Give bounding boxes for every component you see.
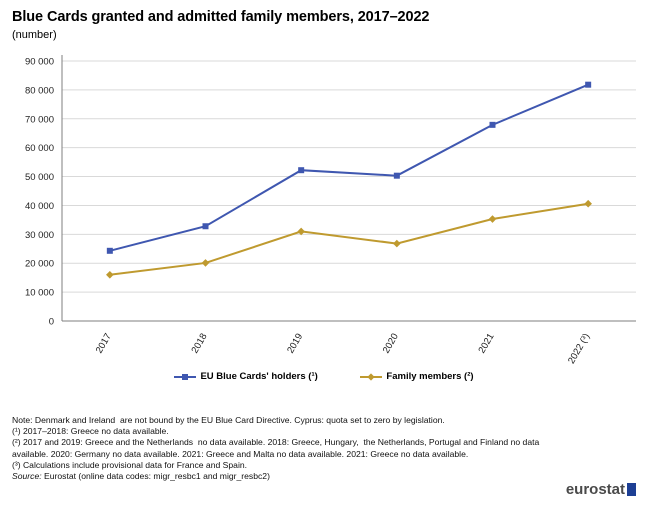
data-point-marker [201,259,210,267]
footnote-2: (²) 2017 and 2019: Greece and the Nether… [12,437,542,459]
y-tick-label: 30 000 [25,230,54,241]
x-tick-label: 2022 (³) [566,332,592,366]
x-tick-label: 2021 [477,332,497,356]
y-tick-label: 80 000 [25,85,54,96]
logo-text: eurostat [565,481,625,498]
y-tick-label: 50 000 [25,172,54,183]
data-point-marker [297,227,305,236]
footnote-1: (¹) 2017–2018: Greece no data available. [12,426,169,437]
y-tick-label: 40 000 [25,201,54,212]
legend-item-blue-cards: EU Blue Cards' holders (¹) [174,371,318,382]
logo-square-icon [627,483,636,496]
legend-item-family: Family members (²) [360,371,474,382]
x-tick-label: 2020 [381,332,401,356]
y-tick-label: 70 000 [25,114,54,125]
chart-subtitle: (number) [12,29,57,41]
y-tick-label: 0 [49,317,54,328]
source-label: Source: [12,471,42,482]
y-tick-label: 60 000 [25,143,54,154]
data-point-marker [393,172,400,179]
legend-swatch-blue-cards [174,372,197,382]
series-line-0 [109,83,589,252]
line-chart: 0 10 000 20 000 30 000 40 000 50 000 60 000 70 … [25,55,636,366]
data-point-marker [489,121,496,128]
legend-label-family: Family members (²) [386,371,474,382]
chart-legend: EU Blue Cards' holders (¹) Family member… [0,371,648,385]
data-point-marker [585,81,592,88]
eurostat-logo: eurostat [566,481,636,498]
source-line: Source: Eurostat (online data codes: mig… [12,471,572,482]
x-tick-label: 2017 [94,332,114,356]
x-tick-label: 2019 [285,332,305,356]
y-tick-label: 10 000 [25,288,54,299]
footnotes: Note: Denmark and Ireland are not bound … [12,415,572,482]
data-point-marker [488,215,497,223]
x-tick-label: 2018 [190,332,210,356]
y-tick-label: 20 000 [25,259,54,270]
note-text: Note: Denmark and Ireland are not bound … [12,415,445,425]
data-point-marker [106,270,114,279]
y-tick-label: 90 000 [25,57,54,68]
series-line-1 [109,202,589,276]
footnote-3: (³) Calculations include provisional dat… [12,459,248,470]
chart-title: Blue Cards granted and admitted family m… [12,9,430,25]
source-text: Eurostat (online data codes: migr_resbc1… [41,471,270,482]
data-point-marker [202,223,209,230]
data-point-marker [106,247,113,254]
data-point-marker [393,239,401,248]
data-point-marker [298,167,305,174]
legend-label-blue-cards: EU Blue Cards' holders (¹) [200,371,318,382]
data-point-marker [584,199,592,208]
legend-swatch-family [360,372,383,382]
